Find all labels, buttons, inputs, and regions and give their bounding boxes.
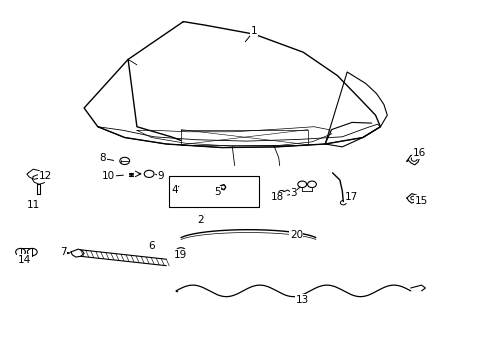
Text: 14: 14 (18, 255, 31, 265)
Text: 5: 5 (214, 186, 221, 197)
Text: 18: 18 (270, 192, 284, 202)
Text: 2: 2 (197, 215, 203, 225)
Text: 16: 16 (412, 148, 426, 158)
Text: 17: 17 (344, 192, 357, 202)
Text: 3: 3 (289, 188, 296, 198)
Text: 4: 4 (171, 185, 178, 195)
Text: 9: 9 (157, 171, 163, 181)
Text: 6: 6 (148, 240, 155, 251)
Text: 10: 10 (102, 171, 115, 181)
Text: 7: 7 (60, 247, 67, 257)
Text: 11: 11 (26, 200, 40, 210)
Text: 19: 19 (173, 250, 186, 260)
Text: 13: 13 (295, 294, 308, 305)
Text: 8: 8 (99, 153, 106, 163)
Text: 20: 20 (289, 230, 302, 240)
Text: 15: 15 (414, 196, 427, 206)
Text: 12: 12 (38, 171, 52, 181)
Text: 1: 1 (250, 26, 257, 36)
